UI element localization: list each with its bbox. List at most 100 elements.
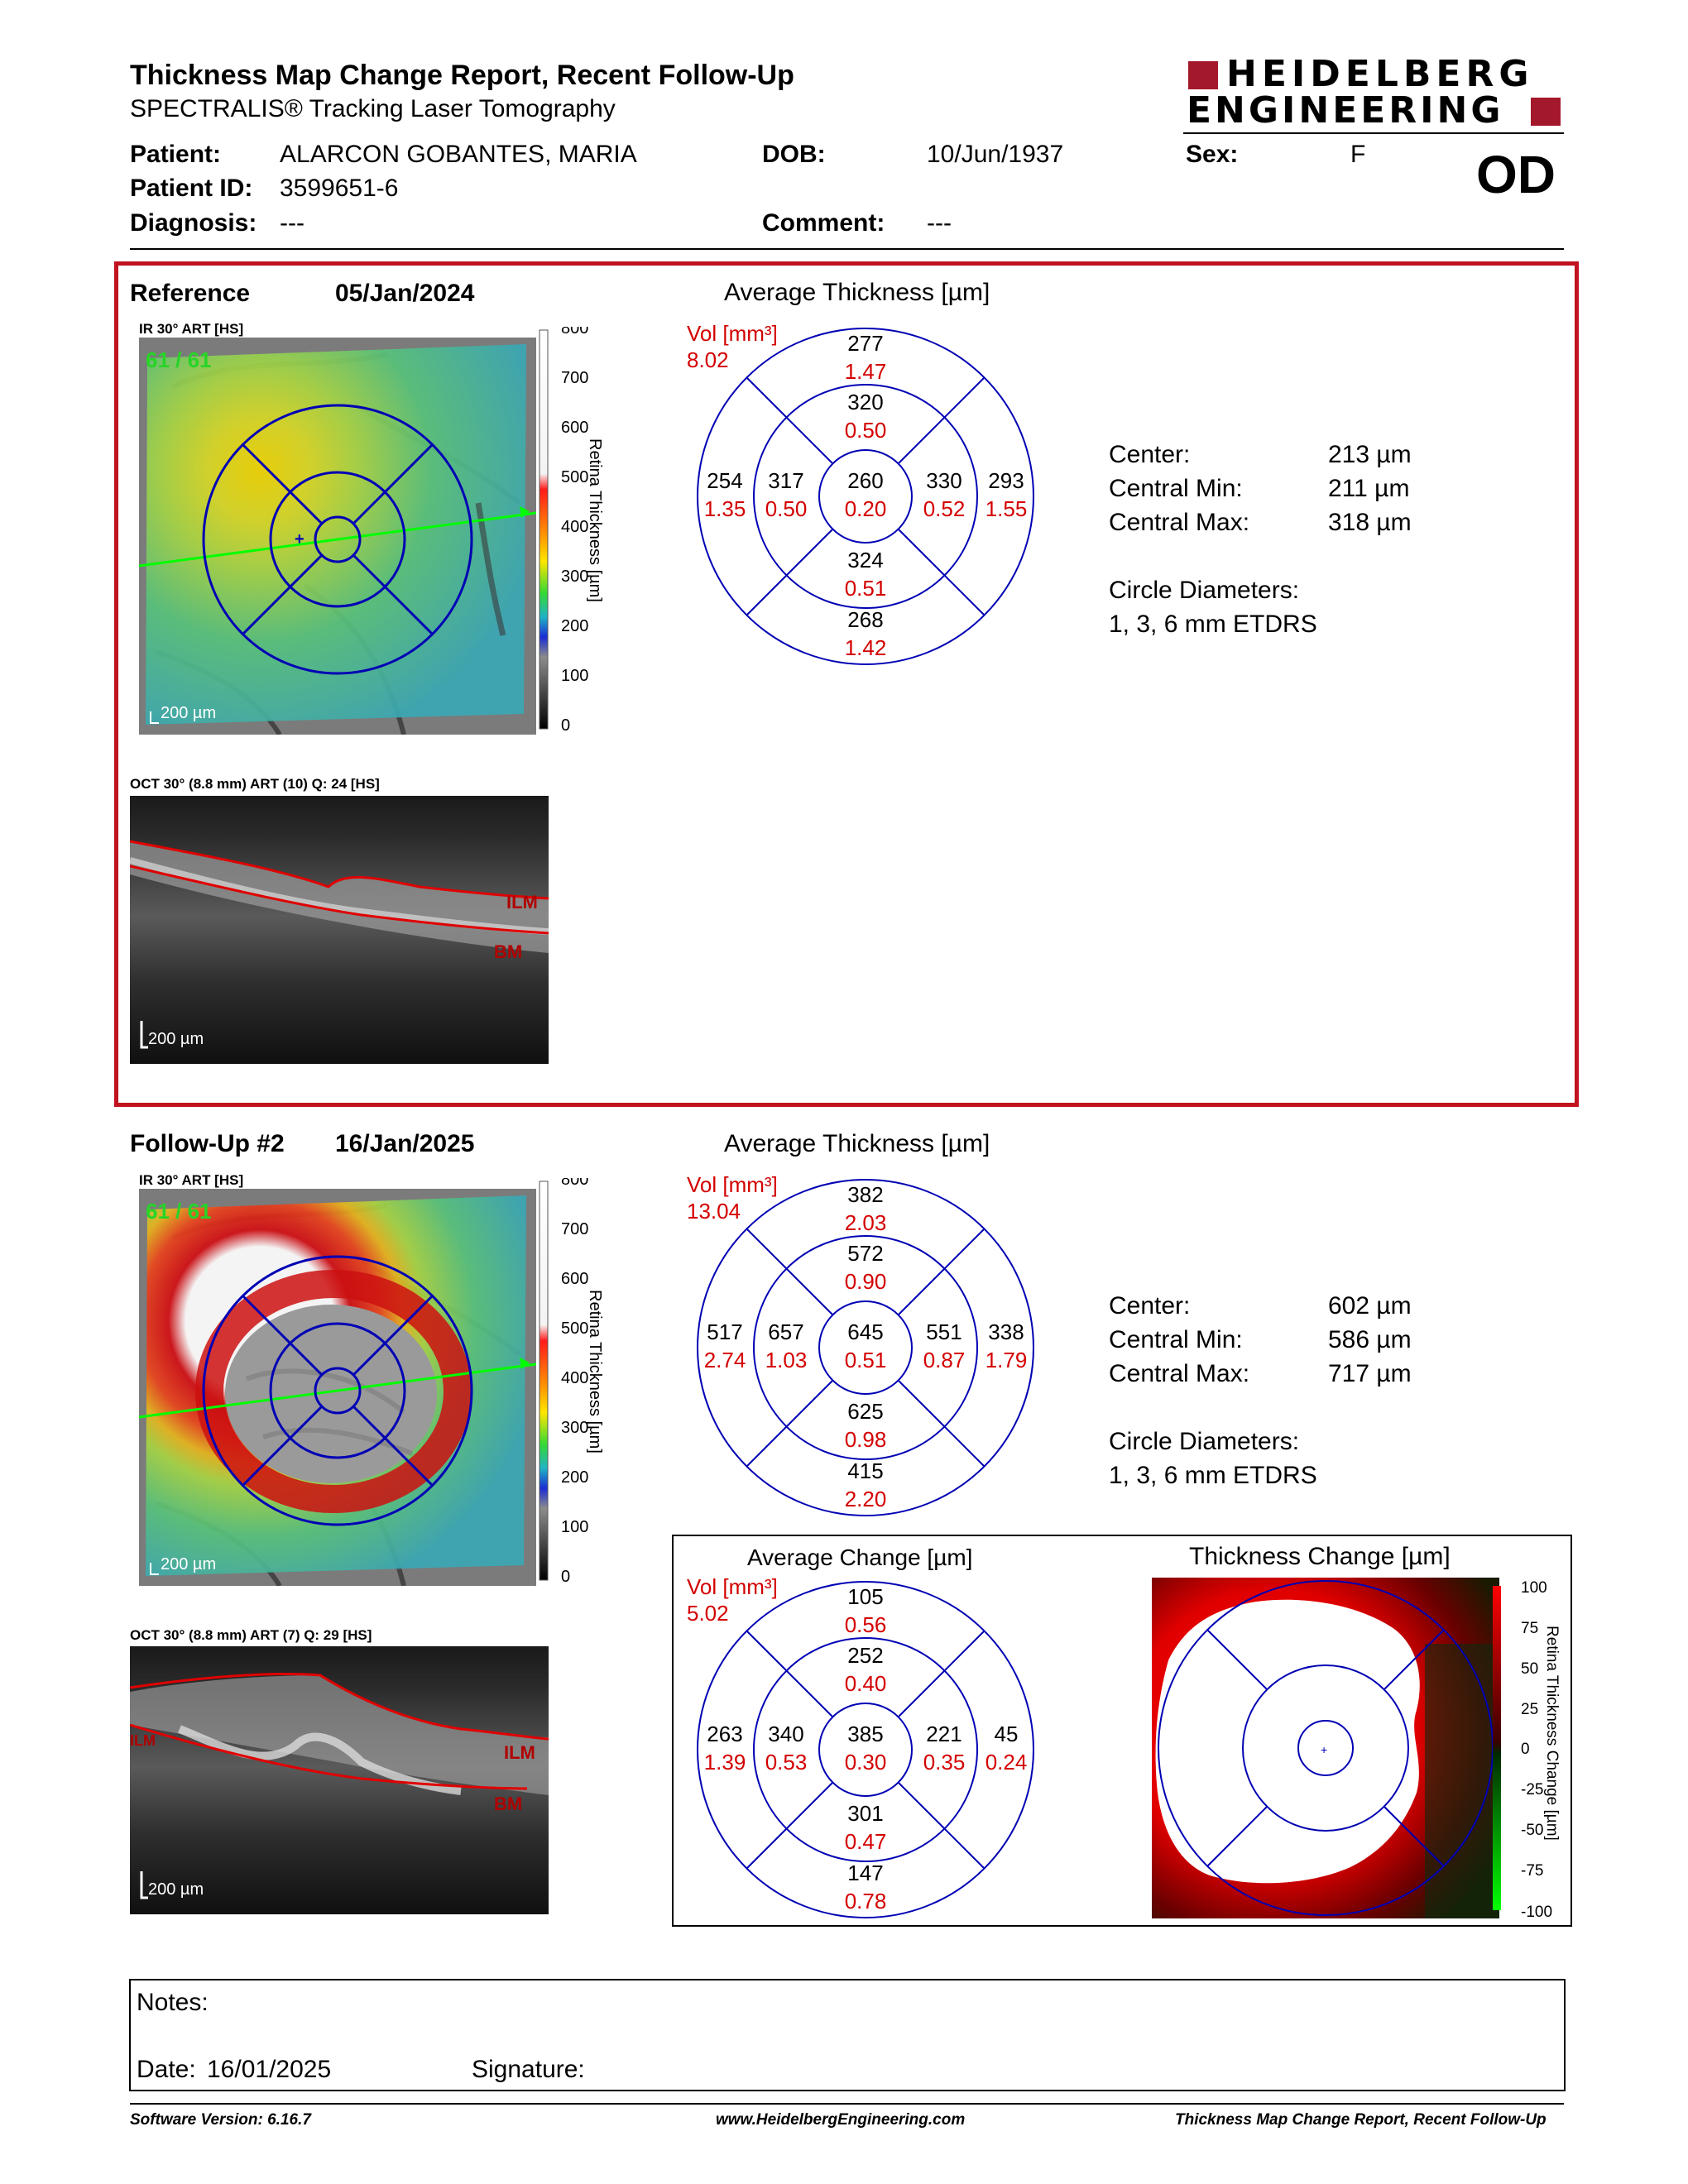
central-max: 717 µm: [1328, 1360, 1412, 1387]
outer-inferior-volume: 1.42: [845, 635, 887, 660]
colorbar-title: Retina Thickness Change [µm]: [1543, 1626, 1561, 1841]
logo-line2: ENGINEERING: [1187, 89, 1504, 132]
colorbar-tick: 800: [561, 1178, 588, 1189]
vol-total: 5.02: [687, 1601, 729, 1626]
vol-total: 13.04: [687, 1199, 741, 1224]
colorbar-tick: 75: [1521, 1620, 1538, 1637]
website-link[interactable]: www.HeidelbergEngineering.com: [716, 2111, 966, 2129]
colorbar-tick: 0: [1521, 1741, 1530, 1758]
colorbar-tick: -50: [1521, 1822, 1543, 1839]
oct-scale-label: 200 µm: [148, 1030, 204, 1048]
ilm-label: ILM: [130, 1732, 156, 1749]
colorbar-tick: 800: [561, 327, 588, 338]
comment-label: Comment:: [762, 209, 885, 237]
inner-inferior-volume: 0.51: [845, 576, 887, 601]
colorbar-tick: 400: [561, 518, 588, 536]
center-label: Center:: [1109, 1292, 1191, 1320]
bm-label: BM: [494, 941, 522, 962]
inner-temporal-value: 330: [926, 468, 961, 493]
sex-label: Sex:: [1186, 141, 1239, 168]
colorbar-tick: -75: [1521, 1862, 1543, 1880]
dob-label: DOB:: [762, 141, 826, 168]
inner-superior-volume: 0.90: [845, 1269, 887, 1294]
outer-temporal-value: 45: [995, 1722, 1019, 1746]
outer-inferior-value: 147: [847, 1861, 883, 1885]
inner-inferior-volume: 0.47: [845, 1829, 887, 1854]
colorbar-tick: 300: [561, 1419, 588, 1437]
inner-temporal-volume: 0.87: [923, 1348, 966, 1372]
patient-label: Patient:: [130, 141, 222, 168]
outer-nasal-volume: 1.39: [704, 1750, 746, 1774]
eye-indicator: OD: [1476, 145, 1556, 204]
vol-label: Vol [mm³]: [687, 321, 778, 346]
vol-label: Vol [mm³]: [687, 1574, 778, 1599]
diagnosis-value: ---: [280, 209, 305, 237]
patient-id-label: Patient ID:: [130, 175, 253, 202]
inner-temporal-volume: 0.52: [923, 496, 966, 521]
patient-id: 3599651-6: [280, 175, 399, 202]
inner-inferior-value: 301: [847, 1801, 883, 1826]
inner-nasal-value: 340: [768, 1722, 803, 1746]
colorbar-tick: 600: [561, 1270, 588, 1288]
outer-temporal-value: 293: [988, 468, 1024, 493]
colorbar-tick: 100: [1521, 1579, 1547, 1597]
colorbar-tick: 500: [561, 468, 588, 486]
followup-label: Follow-Up #2: [130, 1130, 285, 1157]
ir-label: IR 30° ART [HS]: [139, 321, 244, 337]
colorbar-tick: -100: [1521, 1904, 1552, 1921]
inner-temporal-volume: 0.35: [923, 1750, 966, 1774]
ir-counter: 61 / 61: [146, 347, 212, 372]
central-max: 318 µm: [1328, 509, 1412, 536]
outer-inferior-volume: 0.78: [845, 1889, 887, 1913]
outer-superior-volume: 1.47: [845, 359, 887, 384]
vol-label: Vol [mm³]: [687, 1172, 778, 1197]
colorbar-tick: 25: [1521, 1701, 1538, 1718]
heidelberg-logo: HEIDELBERG ENGINEERING: [1183, 53, 1564, 132]
avg-thickness-title: Average Thickness [µm]: [724, 1130, 990, 1157]
inner-nasal-volume: 1.03: [765, 1348, 808, 1372]
outer-temporal-volume: 1.55: [985, 496, 1028, 521]
notes-label: Notes:: [137, 1989, 209, 2016]
inner-temporal-value: 551: [926, 1320, 961, 1344]
ir-counter: 61 / 61: [146, 1199, 212, 1224]
change-etdrs-grid: 105 0.56 252 0.40 263 1.39 340 0.53 385 …: [697, 1581, 1034, 1918]
circle-diameters: 1, 3, 6 mm ETDRS: [1109, 1462, 1317, 1489]
reference-frame: [114, 261, 1579, 1107]
outer-nasal-volume: 2.74: [704, 1348, 746, 1372]
inner-superior-volume: 0.40: [845, 1671, 887, 1696]
notes-box[interactable]: [129, 1979, 1566, 2091]
report-title: Thickness Map Change Report, Recent Foll…: [130, 60, 794, 91]
center-volume: 0.30: [845, 1750, 887, 1774]
followup-colorbar: 800 700 600 500 400 300 200 100 0 Retina…: [539, 1178, 604, 1586]
ir-scale-label: 200 µm: [161, 704, 216, 722]
outer-temporal-volume: 0.24: [985, 1750, 1028, 1774]
outer-inferior-volume: 2.20: [845, 1487, 887, 1511]
colorbar-title: Retina Thickness [µm]: [586, 1290, 604, 1454]
reference-oct-scan: ILM BM 200 µm: [130, 796, 549, 1064]
vol-total: 8.02: [687, 347, 729, 372]
oct-label: OCT 30° (8.8 mm) ART (7) Q: 29 [HS]: [130, 1627, 372, 1643]
central-min: 586 µm: [1328, 1326, 1412, 1353]
followup-oct-scan: ILM ILM BM 200 µm: [130, 1646, 549, 1914]
reference-colorbar: 800 700 600 500 400 300 200 100 0 Retina…: [539, 327, 604, 735]
inner-nasal-value: 317: [768, 468, 803, 493]
central-min-label: Central Min:: [1109, 475, 1243, 502]
center-value: 385: [847, 1722, 883, 1746]
inner-inferior-value: 625: [847, 1399, 883, 1424]
outer-superior-volume: 2.03: [845, 1210, 887, 1235]
oct-scale-label: 200 µm: [148, 1880, 204, 1899]
bm-label: BM: [494, 1794, 522, 1814]
inner-inferior-value: 324: [847, 548, 883, 572]
colorbar-tick: 300: [561, 568, 588, 586]
outer-nasal-value: 263: [707, 1722, 742, 1746]
colorbar-tick: 200: [561, 1468, 588, 1487]
outer-superior-value: 105: [847, 1584, 883, 1609]
colorbar-tick: 200: [561, 617, 588, 635]
central-max-label: Central Max:: [1109, 1360, 1250, 1387]
colorbar-tick: 50: [1521, 1660, 1538, 1678]
inner-superior-value: 572: [847, 1241, 883, 1266]
circle-diameters-label: Circle Diameters:: [1109, 1428, 1300, 1455]
colorbar-tick: 500: [561, 1320, 588, 1338]
colorbar-title: Retina Thickness [µm]: [586, 438, 604, 602]
oct-label: OCT 30° (8.8 mm) ART (10) Q: 24 [HS]: [130, 776, 380, 792]
